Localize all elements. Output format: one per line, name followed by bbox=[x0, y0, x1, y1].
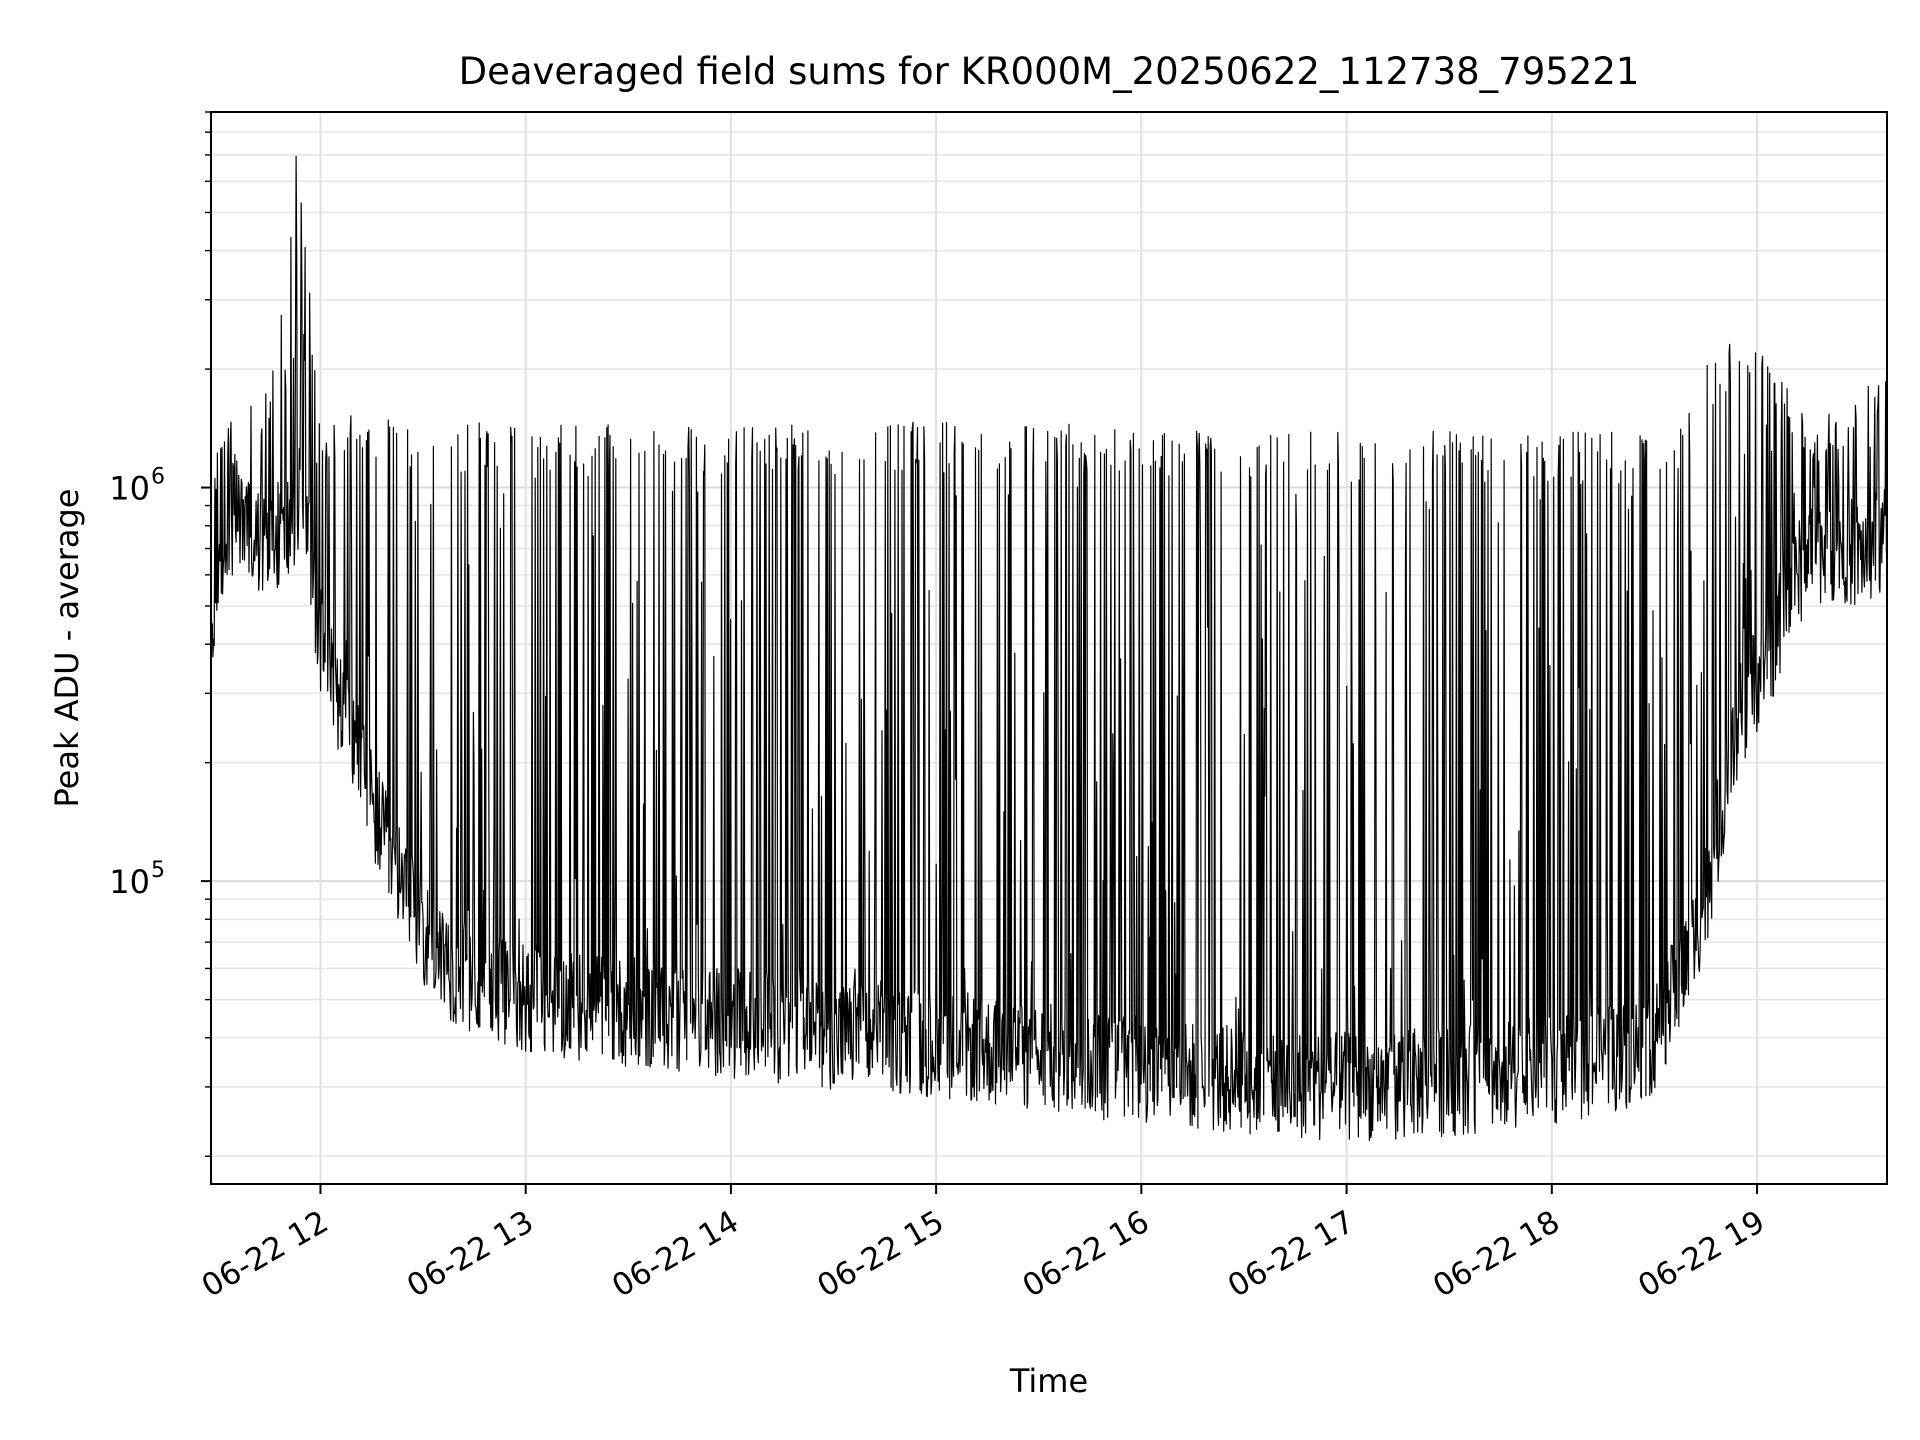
data-series bbox=[210, 155, 1888, 1142]
plot-frame bbox=[210, 111, 1888, 1185]
x-axis-label: Time bbox=[1009, 1362, 1088, 1400]
y-tick-exponent: 5 bbox=[151, 858, 165, 883]
chart-title: Deaveraged field sums for KR000M_2025062… bbox=[459, 50, 1640, 93]
y-tick-label: 10 bbox=[109, 470, 150, 508]
data-line bbox=[210, 155, 1888, 1142]
y-tick-label: 10 bbox=[109, 863, 150, 901]
y-tick-exponent: 6 bbox=[151, 465, 165, 490]
y-axis-label: Peak ADU - average bbox=[48, 489, 86, 808]
